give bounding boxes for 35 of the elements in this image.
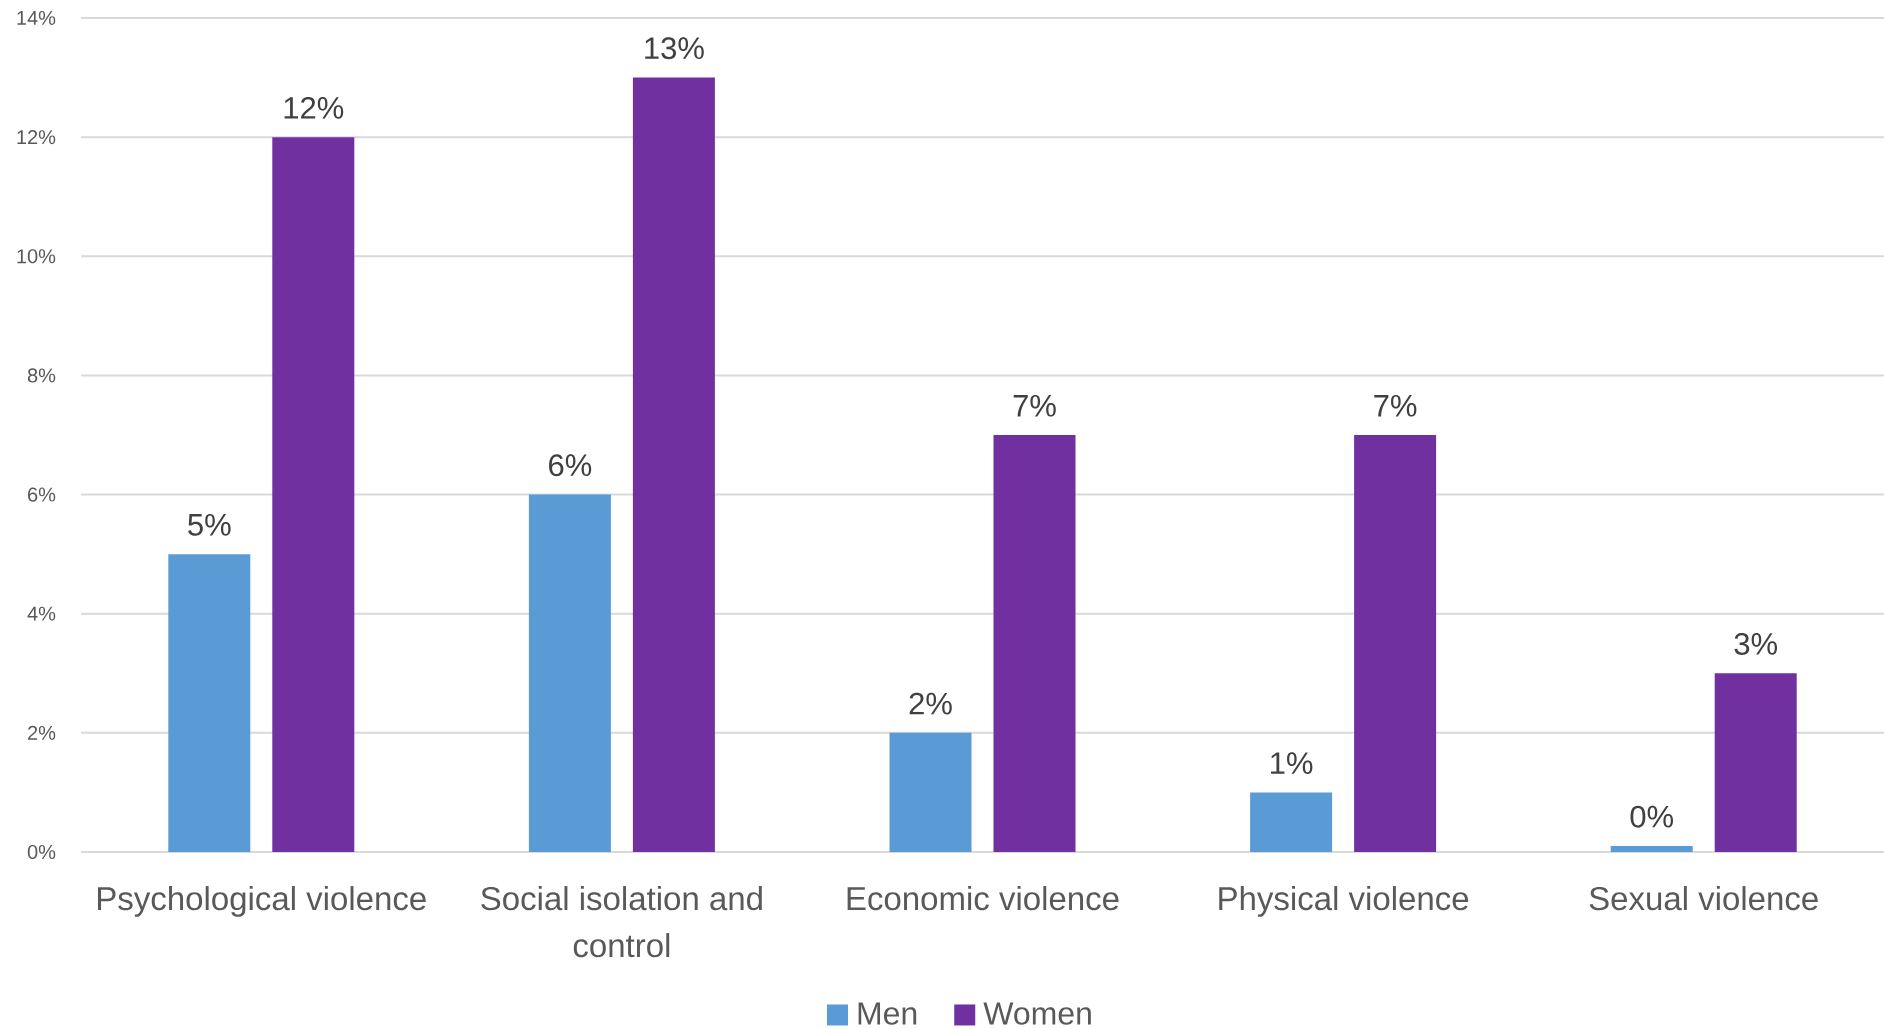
legend-label: Women [983, 1002, 1091, 1025]
bar [1610, 846, 1693, 852]
bar [889, 732, 972, 852]
data-label: 2% [909, 692, 952, 715]
data-label: 7% [1013, 394, 1056, 417]
x-tick-label: Physical violence [1219, 886, 1469, 917]
y-tick-label: 8% [27, 368, 56, 383]
data-label: 7% [1374, 394, 1417, 417]
x-tick-label: Sexual violence [1589, 886, 1818, 911]
data-label: 12% [284, 96, 344, 119]
y-tick-label: 10% [17, 249, 56, 264]
bar [1714, 673, 1797, 852]
x-tick-label: Economic violence [847, 886, 1119, 911]
bar [528, 494, 611, 852]
bar [632, 77, 715, 852]
x-tick-label: Psychological violence [97, 886, 426, 917]
legend-label: Men [858, 1002, 917, 1025]
y-tick-label: 4% [27, 606, 56, 621]
y-tick-label: 0% [27, 844, 56, 860]
data-label: 13% [645, 37, 704, 60]
bar [168, 554, 251, 852]
bar [1250, 792, 1333, 852]
y-tick-label: 2% [28, 725, 56, 740]
data-label: 3% [1734, 632, 1777, 655]
data-label: 0% [1630, 805, 1673, 828]
bar [272, 137, 355, 852]
bar [993, 435, 1076, 852]
x-tick-label: Social isolation and control [481, 886, 762, 958]
y-tick-label: 14% [17, 10, 56, 25]
data-label: 6% [549, 454, 592, 477]
data-label: 1% [1271, 752, 1313, 775]
bar [1354, 435, 1437, 852]
y-tick-label: 12% [17, 130, 56, 145]
data-label: 5% [188, 513, 231, 536]
y-tick-label: 6% [28, 487, 56, 502]
